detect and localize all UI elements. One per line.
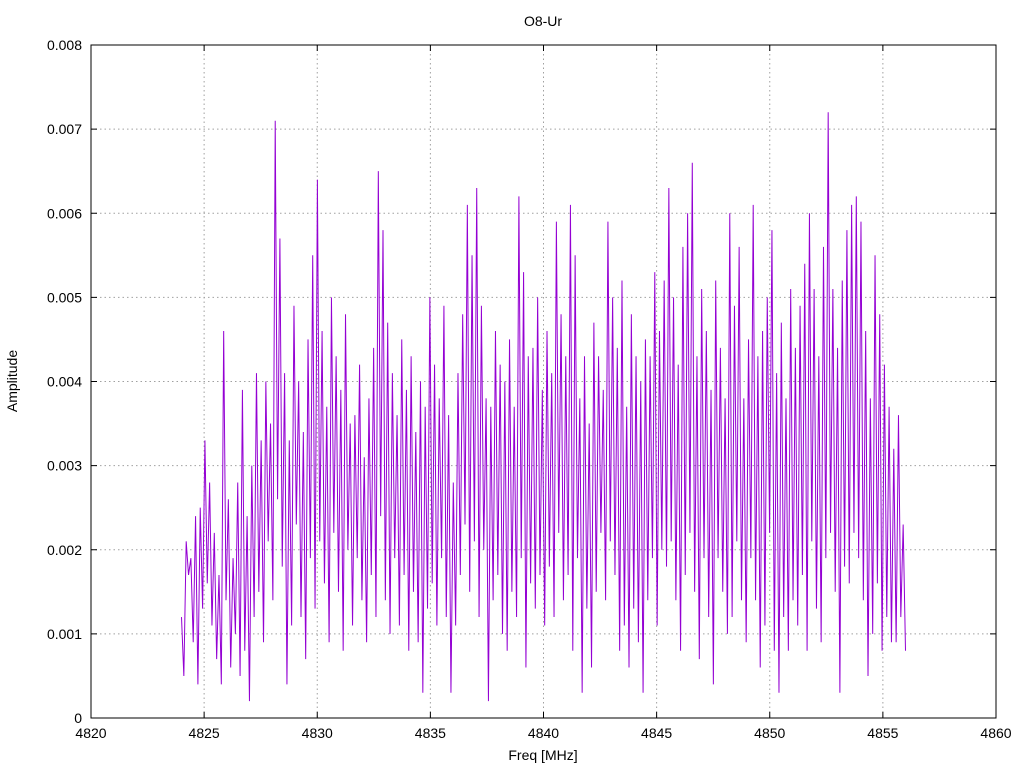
y-axis-label: Amplitude (4, 350, 20, 412)
y-tick-label: 0.007 (47, 121, 82, 137)
x-tick-labels: 4820 4825 4830 4835 4840 4845 4850 4855 4860 (75, 725, 1011, 741)
x-tick-label: 4850 (754, 725, 785, 741)
y-tick-label: 0.003 (47, 458, 82, 474)
x-tick-label: 4820 (75, 725, 106, 741)
y-tick-label: 0.002 (47, 542, 82, 558)
x-tick-label: 4830 (302, 725, 333, 741)
x-tick-label: 4860 (980, 725, 1011, 741)
y-tick-label: 0.004 (47, 374, 82, 390)
axis-ticks (90, 44, 997, 719)
series-line-0 (181, 112, 906, 702)
x-tick-label: 4840 (528, 725, 559, 741)
y-tick-label: 0.008 (47, 37, 82, 53)
x-tick-label: 4845 (641, 725, 672, 741)
chart-title: O8-Ur (524, 13, 562, 29)
y-tick-label: 0 (74, 710, 82, 726)
x-tick-label: 4835 (415, 725, 446, 741)
y-tick-label: 0.005 (47, 289, 82, 305)
y-tick-label: 0.006 (47, 205, 82, 221)
y-tick-label: 0.001 (47, 626, 82, 642)
y-tick-labels: 0 0.001 0.002 0.003 0.004 0.005 0.006 0.007 0.00… (47, 37, 82, 726)
x-tick-label: 4855 (867, 725, 898, 741)
series-layer (181, 112, 906, 702)
x-tick-label: 4825 (189, 725, 220, 741)
x-axis-label: Freq [MHz] (508, 747, 577, 763)
